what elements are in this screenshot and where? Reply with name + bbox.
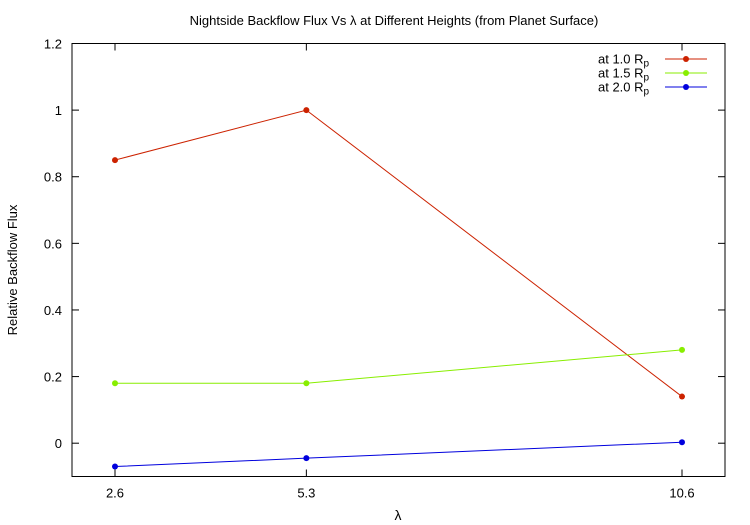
legend-label-3: at 2.0 Rp [598, 80, 650, 98]
plot-frame [71, 43, 726, 477]
y-tick-label: 0.8 [44, 170, 62, 185]
legend-label-2: at 1.5 Rp [598, 66, 650, 84]
y-tick-label: 0.4 [44, 303, 62, 318]
series-1-point [679, 393, 685, 400]
series-1-point [303, 107, 310, 114]
series-2-point [679, 346, 685, 353]
series-1-point [112, 157, 118, 164]
legend-subscript: p [644, 59, 650, 70]
series-layer [112, 107, 685, 470]
y-axis: 0 0.2 0.4 0.6 0.8 1 1.2 [44, 37, 725, 451]
legend-subscript: p [644, 87, 650, 98]
series-3-point [112, 463, 118, 470]
x-tick-label: 2.6 [106, 486, 124, 501]
x-axis-label: λ [395, 507, 402, 523]
series-2-point [303, 380, 310, 387]
y-tick-label: 0 [55, 436, 62, 451]
x-axis: 2.6 5.3 10.6 [106, 43, 695, 501]
legend-marker-3 [683, 84, 689, 90]
series-3-point [303, 455, 310, 462]
y-tick-label: 1 [55, 103, 62, 118]
series-line-2 [115, 349, 683, 384]
legend-subscript: p [644, 73, 650, 84]
legend-label-1: at 1.0 Rp [598, 52, 650, 70]
y-tick-label: 0.2 [44, 370, 62, 385]
x-tick-label: 10.6 [669, 486, 694, 501]
legend-marker-1 [683, 56, 689, 62]
y-tick-label: 1.2 [44, 37, 62, 52]
y-tick-label: 0.6 [44, 236, 62, 251]
series-2-point [112, 380, 118, 387]
series-3-point [679, 439, 685, 446]
series-line-3 [114, 441, 683, 468]
y-axis-label: Relative Backflow Flux [5, 204, 20, 335]
chart-title: Nightside Backflow Flux Vs λ at Differen… [190, 13, 599, 28]
x-tick-label: 5.3 [297, 486, 315, 501]
legend-marker-2 [683, 70, 689, 76]
series-line-1 [114, 109, 683, 397]
